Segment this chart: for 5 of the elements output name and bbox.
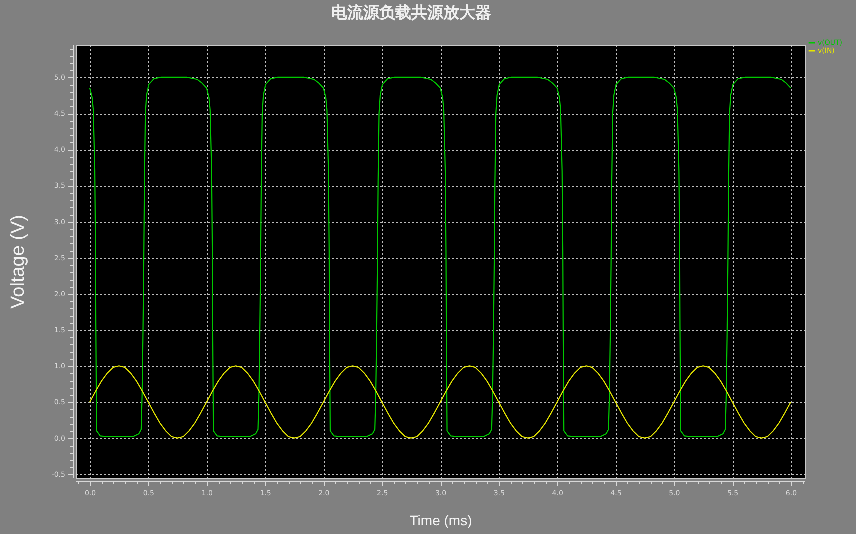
y-axis-title: Voltage (V) xyxy=(8,215,29,309)
chart-title: 电流源负载共源放大器 xyxy=(332,3,492,22)
line-series xyxy=(89,76,792,438)
x-axis-title: Time (ms) xyxy=(410,512,472,528)
line-series xyxy=(89,366,792,439)
